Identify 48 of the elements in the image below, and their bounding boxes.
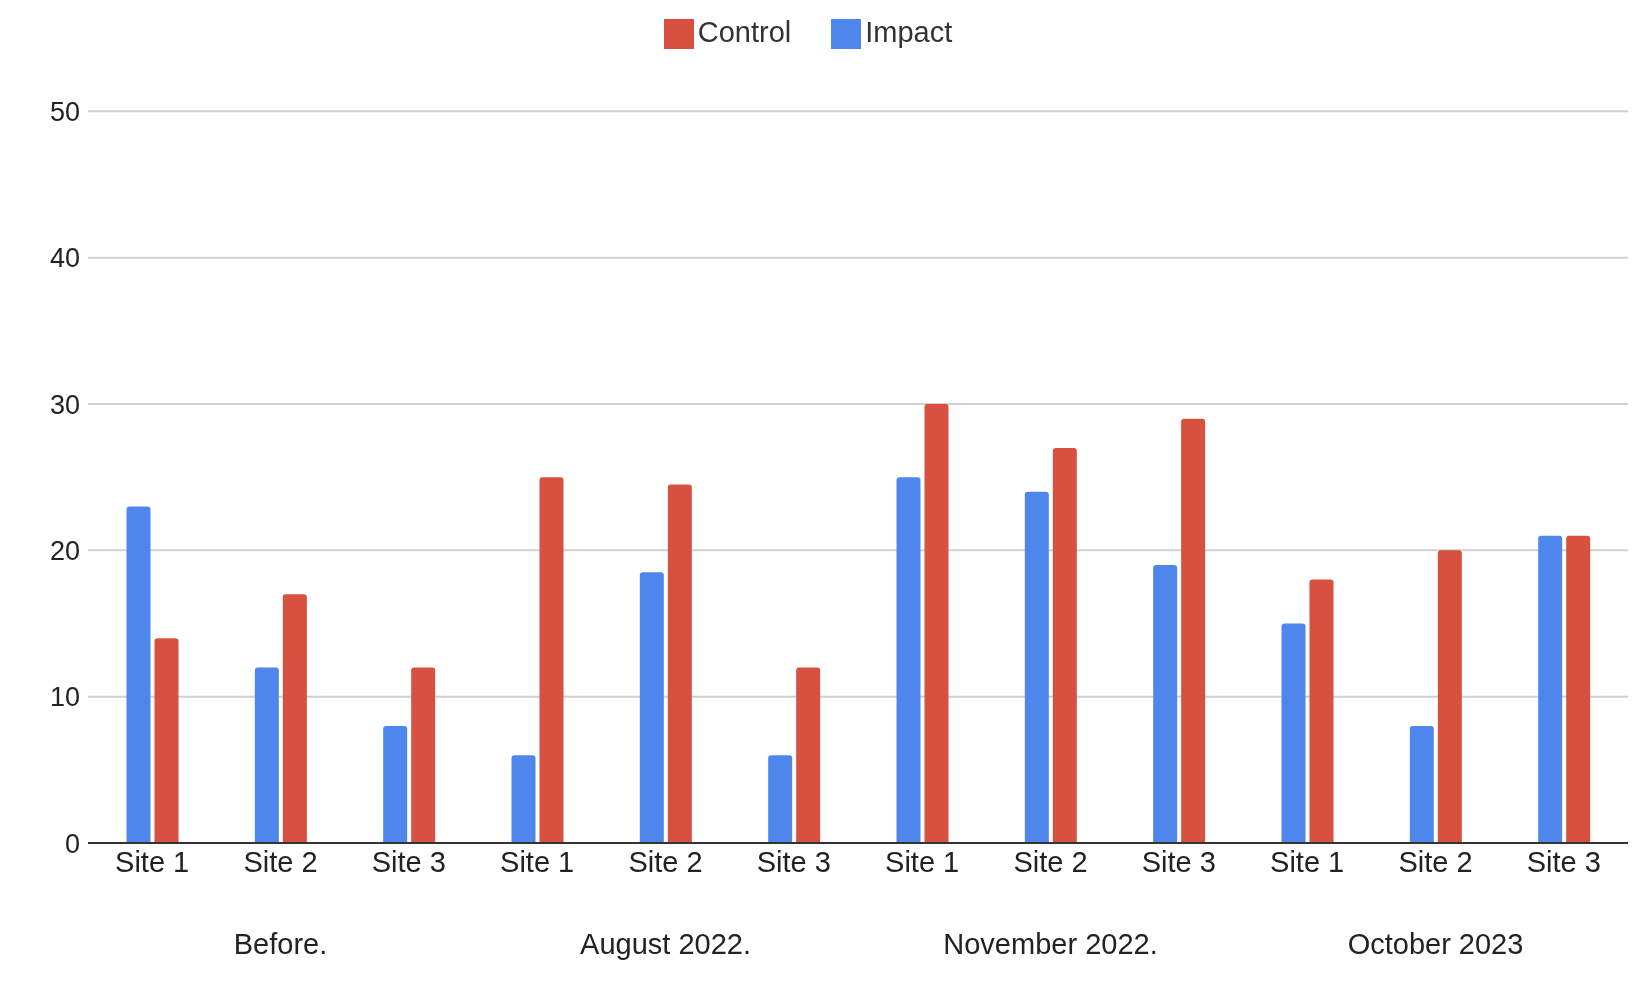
text: Before.	[233, 928, 328, 961]
bar	[639, 572, 664, 843]
x-tick-label: Site 1	[885, 845, 960, 878]
bar	[254, 667, 279, 843]
bar	[383, 725, 408, 843]
x-tick-label: Site 3	[1141, 845, 1216, 878]
bar	[924, 404, 949, 843]
legend-label: Impact	[865, 16, 953, 48]
y-tick-label: 20	[49, 535, 80, 566]
y-tick-label: 10	[49, 682, 80, 713]
bar	[1281, 623, 1306, 843]
x-tick-label: Site 1	[500, 845, 575, 878]
x-tick-label: Site 2	[243, 845, 318, 878]
y-tick-label: 30	[49, 389, 80, 420]
bar	[1437, 550, 1462, 843]
bar	[282, 594, 307, 843]
bar	[667, 484, 692, 843]
text: November 2022.	[943, 928, 1158, 961]
bar	[154, 638, 179, 843]
text: October 2023	[1347, 928, 1524, 961]
x-tick-label: Site 3	[756, 845, 831, 878]
x-tick-label: Site 1	[1270, 845, 1345, 878]
bar	[511, 755, 536, 843]
x-tick-label: Site 2	[628, 845, 703, 878]
y-tick-label: 0	[64, 828, 80, 859]
bar	[1309, 579, 1334, 843]
x-tick-label: Site 2	[1013, 845, 1088, 878]
bar	[896, 477, 921, 843]
x-tick-label: Site 3	[371, 845, 446, 878]
x-tick-label: Site 2	[1398, 845, 1473, 878]
bar	[1052, 447, 1077, 843]
bar	[126, 506, 151, 843]
bar	[1024, 491, 1049, 843]
bar	[1153, 564, 1178, 843]
legend-label: Control	[697, 16, 792, 48]
text: August 2022.	[580, 928, 751, 961]
bar	[768, 755, 793, 843]
bar	[1538, 535, 1563, 843]
bar	[1181, 418, 1206, 843]
y-tick-label: 40	[49, 243, 80, 274]
bar	[411, 667, 436, 843]
bar	[1409, 725, 1434, 843]
bar	[796, 667, 821, 843]
x-tick-label: Site 3	[1526, 845, 1601, 878]
x-tick-label: Site 1	[115, 845, 190, 878]
bar	[1566, 535, 1591, 843]
y-tick-label: 50	[49, 96, 80, 127]
bar	[539, 477, 564, 843]
